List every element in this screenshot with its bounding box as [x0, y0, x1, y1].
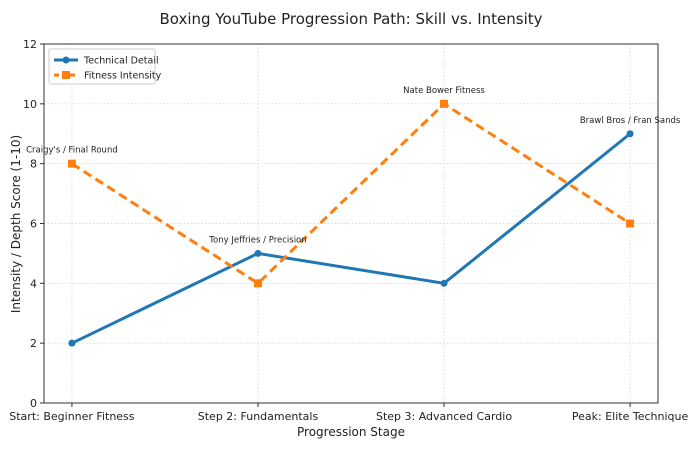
y-tick-label: 8 — [30, 158, 37, 171]
annotation-label: Nate Bower Fitness — [403, 86, 485, 96]
y-axis-label: Intensity / Depth Score (1-10) — [9, 135, 23, 313]
data-point — [254, 249, 262, 257]
annotation-label: Tony Jeffries / Precision — [208, 235, 306, 245]
series-group — [67, 99, 635, 347]
y-tick-label: 10 — [23, 98, 37, 111]
x-tick-label: Step 3: Advanced Cardio — [376, 410, 512, 423]
annotations: Craigy's / Final Round Tony Jeffries / Pr… — [26, 86, 681, 246]
x-tick-label: Start: Beginner Fitness — [9, 410, 135, 423]
data-point — [626, 219, 635, 228]
series-line-0 — [71, 132, 632, 345]
legend-marker — [62, 71, 70, 79]
data-point — [67, 159, 76, 168]
y-tick-label: 12 — [23, 38, 37, 51]
legend-marker — [62, 56, 70, 64]
annotation-label: Brawl Bros / Fran Sands — [580, 116, 681, 126]
data-point — [440, 279, 448, 287]
legend-label: Technical Detail — [83, 56, 159, 67]
ticks: 0 2 4 6 8 10 12 Start: Beginner Fitness Step 2: … — [9, 38, 688, 423]
data-point — [68, 339, 76, 347]
data-point — [253, 279, 262, 288]
y-tick-label: 0 — [30, 397, 37, 410]
legend: Technical Detail Fitness Intensity — [48, 48, 162, 85]
y-tick-label: 4 — [30, 277, 37, 290]
legend-box — [48, 48, 156, 85]
plot-frame — [43, 43, 659, 404]
data-point — [440, 99, 449, 108]
x-tick-label: Peak: Elite Technique — [572, 410, 689, 423]
y-tick-label: 2 — [30, 337, 37, 350]
grid — [44, 43, 658, 404]
chart-title: Boxing YouTube Progression Path: Skill v… — [159, 10, 542, 28]
x-tick-label: Step 2: Fundamentals — [198, 410, 319, 423]
series-line-1 — [71, 101, 631, 286]
annotation-label: Craigy's / Final Round — [26, 146, 118, 156]
legend-label: Fitness Intensity — [84, 71, 162, 82]
x-axis-label: Progression Stage — [297, 425, 405, 439]
y-tick-label: 6 — [30, 218, 37, 231]
data-point — [626, 130, 634, 138]
